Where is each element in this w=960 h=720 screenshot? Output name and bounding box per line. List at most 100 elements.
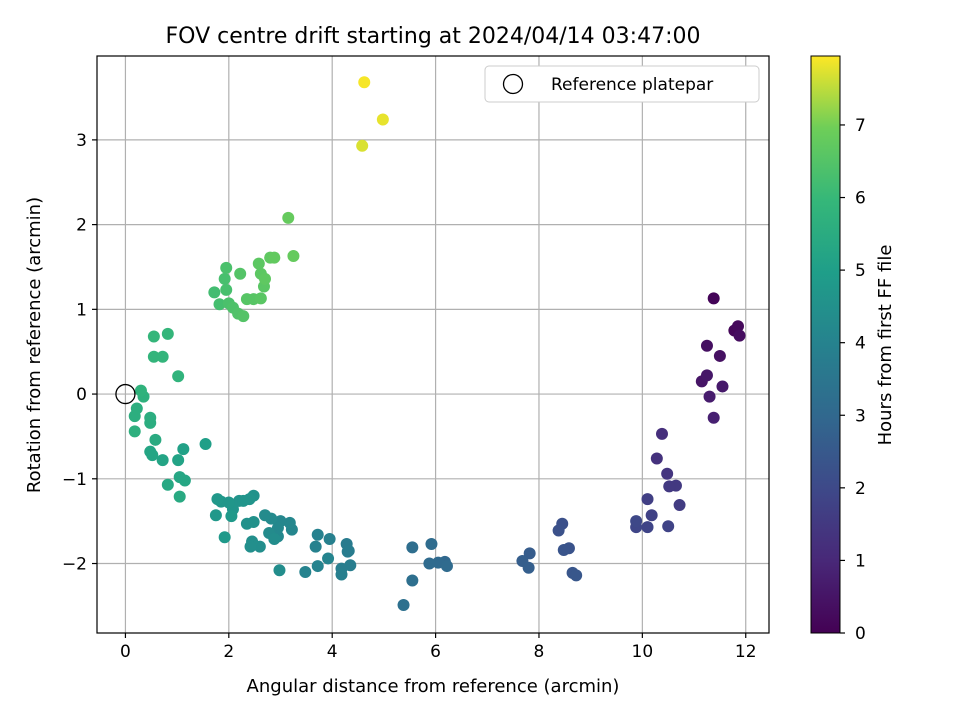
data-point	[716, 380, 729, 393]
data-point	[358, 76, 371, 89]
data-point	[147, 350, 160, 363]
data-point	[356, 139, 369, 152]
data-point	[673, 499, 686, 512]
data-point	[707, 411, 720, 424]
data-point	[522, 561, 535, 574]
data-point	[406, 574, 419, 587]
data-point	[268, 251, 281, 264]
data-point	[252, 257, 265, 270]
data-point	[130, 402, 143, 415]
data-point	[645, 509, 658, 522]
data-point	[268, 532, 281, 545]
grid-lines	[97, 56, 769, 633]
data-point	[700, 369, 713, 382]
data-point	[630, 515, 643, 528]
data-point	[655, 427, 668, 440]
data-point	[406, 541, 419, 554]
y-tick-label: 0	[76, 385, 87, 405]
data-point	[557, 543, 570, 556]
data-point	[323, 532, 336, 545]
x-tick-label: 4	[327, 642, 338, 662]
data-point	[423, 557, 436, 570]
data-point	[208, 286, 221, 299]
data-point	[144, 411, 157, 424]
y-tick-label: −2	[62, 555, 87, 575]
data-point	[199, 438, 212, 451]
colorbar-tick-label: 1	[855, 551, 866, 571]
x-axis-ticks: 0 2 4 6 8 10 12	[120, 633, 757, 662]
data-point	[234, 267, 247, 280]
data-point	[273, 564, 286, 577]
data-point	[271, 521, 284, 534]
data-point	[149, 433, 162, 446]
data-point	[299, 565, 312, 578]
y-tick-label: −1	[62, 470, 87, 490]
data-point	[523, 547, 536, 560]
data-point	[322, 552, 335, 565]
x-tick-label: 2	[223, 642, 234, 662]
colorbar-ticks: 0 1 2 3 4 5 6 7	[840, 116, 866, 644]
data-point	[641, 521, 654, 534]
data-point	[650, 452, 663, 465]
data-point	[209, 509, 222, 522]
reference-point	[115, 383, 136, 405]
x-axis-label: Angular distance from reference (arcmin)	[247, 676, 620, 697]
x-tick-label: 6	[430, 642, 441, 662]
y-axis-ticks: −2 −1 0 1 2 3	[62, 131, 97, 575]
data-point	[662, 520, 675, 533]
data-point	[177, 443, 190, 456]
x-tick-label: 12	[735, 642, 757, 662]
data-point	[376, 113, 389, 126]
data-point	[156, 350, 169, 363]
data-point	[641, 493, 654, 506]
data-point	[220, 261, 233, 274]
colorbar-tick-label: 7	[855, 116, 866, 136]
data-point	[172, 454, 185, 467]
data-point	[733, 329, 746, 342]
data-point	[341, 545, 354, 558]
colorbar-tick-label: 2	[855, 479, 866, 499]
data-point	[213, 298, 226, 311]
y-tick-label: 3	[76, 131, 87, 151]
data-point	[425, 538, 438, 551]
colorbar-tick-label: 0	[855, 624, 866, 644]
data-point	[259, 509, 271, 522]
data-point	[144, 445, 157, 458]
data-point	[731, 320, 744, 333]
data-point	[311, 528, 324, 541]
data-point	[661, 467, 674, 480]
data-point	[259, 272, 271, 285]
data-point	[287, 249, 300, 262]
data-point	[237, 310, 250, 323]
data-point	[282, 211, 295, 224]
legend-reference-marker	[502, 73, 524, 95]
data-point	[570, 569, 583, 582]
colorbar-label: Hours from first FF file	[875, 245, 896, 446]
data-point	[707, 292, 720, 305]
colorbar-tick-label: 5	[855, 261, 866, 281]
data-point	[178, 474, 191, 487]
data-point	[713, 349, 726, 362]
data-point	[309, 540, 322, 553]
y-tick-label: 2	[76, 216, 87, 236]
data-point	[218, 531, 231, 544]
data-point	[335, 568, 348, 581]
colorbar-gradient	[810, 55, 841, 634]
data-point	[173, 490, 186, 503]
reference-marker	[115, 383, 136, 405]
colorbar: 0 1 2 3 4 5 6 7 Hours from first FF file	[810, 55, 896, 644]
legend-entry-reference: Reference platepar	[551, 75, 713, 95]
data-point	[147, 330, 160, 343]
data-point	[700, 339, 713, 352]
x-tick-label: 0	[120, 642, 131, 662]
data-point	[237, 494, 250, 507]
data-point	[663, 480, 676, 493]
data-point	[244, 540, 257, 553]
legend: Reference platepar	[484, 65, 760, 103]
data-point	[220, 283, 233, 296]
y-axis-label: Rotation from reference (arcmin)	[24, 197, 45, 493]
data-point	[211, 493, 224, 506]
data-point	[283, 516, 296, 529]
plot-frame	[96, 55, 770, 634]
